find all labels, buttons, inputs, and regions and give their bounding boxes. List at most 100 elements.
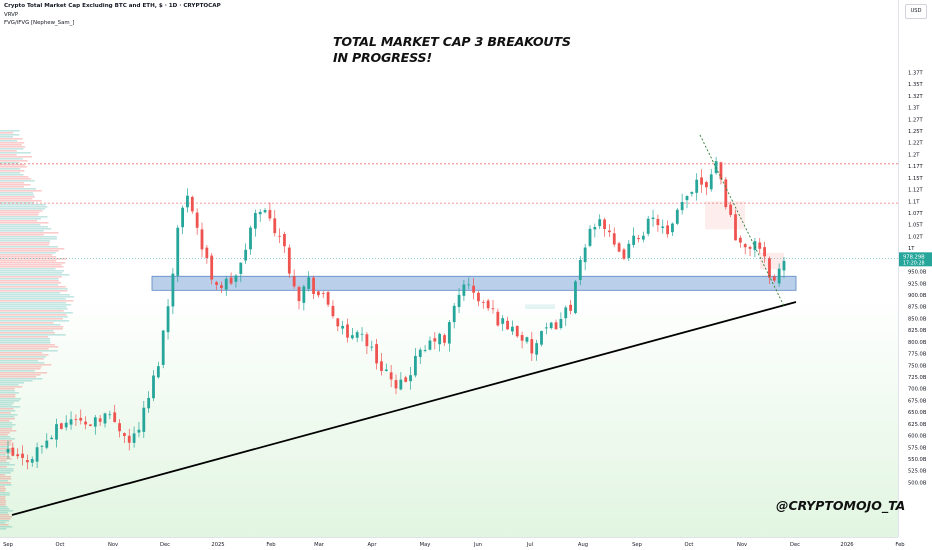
candle[interactable] [181,207,184,228]
candle[interactable] [21,453,24,458]
candle[interactable] [583,247,587,263]
candle[interactable] [719,162,723,180]
candle[interactable] [220,285,223,288]
candle[interactable] [84,421,87,425]
candle[interactable] [452,305,456,323]
candle[interactable] [16,454,20,457]
candle[interactable] [137,429,141,433]
candle[interactable] [64,422,68,428]
candle[interactable] [79,417,83,421]
candle[interactable] [734,214,737,241]
currency-button[interactable]: USD [905,4,927,19]
candle[interactable] [685,196,689,201]
candle[interactable] [132,433,136,443]
candle[interactable] [763,247,766,257]
candle[interactable] [297,287,301,302]
candle[interactable] [273,218,277,234]
candle[interactable] [6,448,10,453]
candle[interactable] [549,322,553,329]
candle[interactable] [195,212,199,228]
candle[interactable] [331,305,335,317]
candle[interactable] [772,276,776,281]
candle[interactable] [743,244,747,248]
candle[interactable] [588,228,592,246]
candle[interactable] [700,177,703,185]
candle[interactable] [93,417,97,427]
candle[interactable] [777,268,781,284]
candle[interactable] [637,238,640,240]
candle[interactable] [438,333,442,345]
candle[interactable] [113,412,117,423]
candle[interactable] [627,243,631,258]
candle[interactable] [729,204,733,215]
candle[interactable] [569,304,572,311]
indicator-label-fvg[interactable]: FVG/iFVG [Nephew_Sam_] [4,20,75,26]
candle[interactable] [481,302,485,303]
candle[interactable] [564,307,568,319]
candle[interactable] [690,192,694,194]
candle[interactable] [462,284,466,296]
candle[interactable] [268,210,272,219]
candle[interactable] [724,179,728,208]
candle[interactable] [321,293,325,294]
candle[interactable] [394,380,398,389]
candle[interactable] [603,219,606,230]
candle[interactable] [249,227,252,250]
candle[interactable] [477,292,480,302]
candle[interactable] [782,260,786,271]
candle[interactable] [617,243,621,252]
candle[interactable] [215,282,218,285]
candle[interactable] [598,219,602,227]
candle[interactable] [695,179,699,193]
candle[interactable] [511,326,514,332]
candle[interactable] [709,174,713,190]
candle[interactable] [375,344,378,364]
candle[interactable] [612,233,616,245]
candle[interactable] [127,435,131,443]
symbol-title[interactable]: Crypto Total Market Cap Excluding BTC an… [4,3,221,9]
candle[interactable] [224,278,228,290]
candle[interactable] [302,286,306,303]
time-axis[interactable] [0,538,898,550]
candle[interactable] [714,161,718,174]
candle[interactable] [472,285,475,293]
candle[interactable] [457,294,461,307]
candle[interactable] [355,332,359,338]
candle[interactable] [26,460,29,463]
candle[interactable] [748,246,752,249]
candle[interactable] [244,249,248,261]
candle[interactable] [307,277,311,289]
candle[interactable] [200,229,204,250]
candle[interactable] [278,235,281,237]
candle[interactable] [399,379,403,390]
candle[interactable] [559,318,563,328]
candle[interactable] [675,209,679,224]
price-axis[interactable] [899,0,932,550]
candle[interactable] [210,255,214,280]
candle[interactable] [253,212,257,229]
candle[interactable] [768,258,771,278]
candle[interactable] [45,440,49,448]
candle[interactable] [671,223,674,233]
candle[interactable] [520,335,524,341]
candle[interactable] [103,413,107,424]
candle[interactable] [418,349,422,357]
candle[interactable] [758,242,762,249]
candle[interactable] [433,338,437,342]
candle[interactable] [326,292,330,305]
candle[interactable] [239,262,243,274]
candle[interactable] [186,195,189,208]
candle[interactable] [166,306,170,333]
candle[interactable] [346,324,349,338]
candle[interactable] [50,437,54,440]
candle[interactable] [384,369,388,371]
candle[interactable] [506,320,509,330]
candle[interactable] [40,445,44,447]
candle[interactable] [370,346,374,348]
indicator-label-vrvp[interactable]: VRVP [4,12,19,18]
candle[interactable] [574,281,577,313]
candle[interactable] [554,322,558,330]
candle[interactable] [423,349,427,351]
candle[interactable] [98,418,102,422]
